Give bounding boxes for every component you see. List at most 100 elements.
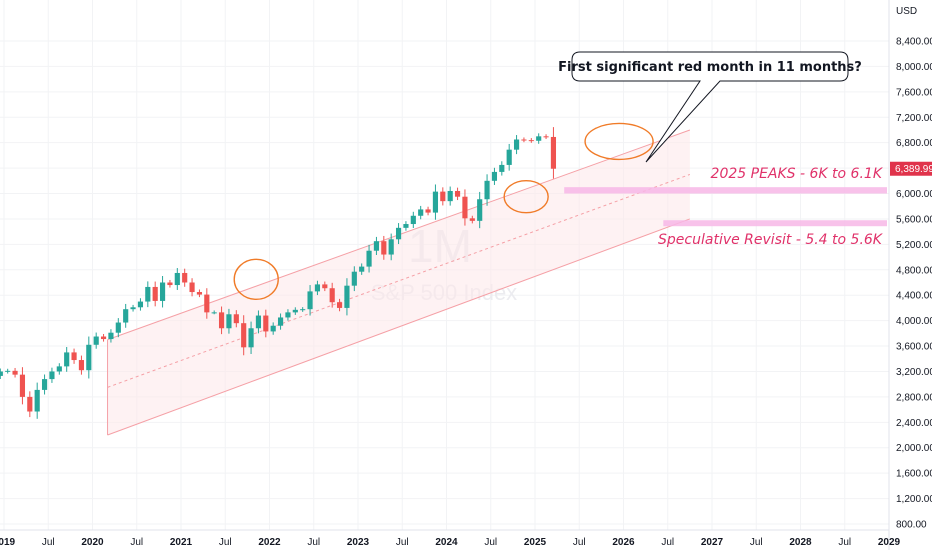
candle-body: [93, 336, 99, 345]
candle-body: [425, 209, 431, 213]
candle-body: [12, 370, 18, 375]
time-tick-label: 2027: [701, 537, 724, 548]
candle: [373, 236, 380, 256]
price-tick-label: 3,600.00: [896, 342, 932, 353]
candle: [351, 266, 357, 292]
candle-body: [403, 224, 409, 228]
price-tick-label: 6,000.00: [896, 189, 932, 200]
candle: [440, 187, 446, 206]
candle-body: [152, 286, 158, 301]
candle-body: [484, 180, 490, 200]
time-tick-label: Jul: [661, 537, 674, 548]
candle: [159, 275, 166, 308]
price-tick-label: 2,000.00: [896, 443, 932, 454]
candle-body: [182, 272, 188, 283]
candle-body: [123, 309, 129, 323]
time-tick-label: Jul: [130, 537, 143, 548]
price-tick-label: 7,200.00: [896, 113, 932, 124]
candle-body: [418, 209, 424, 216]
candle: [484, 174, 490, 206]
candle-body: [366, 250, 372, 267]
candle-body: [78, 360, 85, 371]
candle-body: [255, 315, 262, 329]
candle: [277, 313, 284, 330]
candle: [499, 161, 505, 176]
time-tick-label: 2023: [347, 537, 370, 548]
highlight-circle: [503, 180, 549, 214]
candle-body: [550, 136, 557, 169]
time-tick-label: 2020: [81, 537, 104, 548]
candle-body: [241, 323, 247, 348]
time-tick-label: Jul: [42, 537, 55, 548]
price-tick-label: 5,600.00: [896, 214, 932, 225]
support-zones: [564, 187, 887, 227]
price-tick-label: 4,800.00: [896, 265, 932, 276]
candle-body: [108, 332, 114, 340]
candle: [226, 308, 232, 334]
candle-body: [543, 136, 549, 138]
currency-label: USD: [896, 6, 917, 17]
candle-body: [0, 371, 3, 376]
price-axis[interactable]: 800.00 1,200.00 1,600.00 2,000.00 2,400.00 2,…: [896, 37, 932, 531]
candle-body: [395, 227, 402, 240]
candle: [314, 280, 321, 296]
time-tick-label: 2025: [524, 537, 547, 548]
price-tick-label: 4,000.00: [896, 316, 932, 327]
candle-body: [373, 241, 380, 251]
candle-body: [521, 139, 527, 141]
time-tick-label: Jul: [396, 537, 409, 548]
candle: [137, 298, 144, 311]
revisit-annotation: Speculative Revisit - 5.4 to 5.6K: [658, 232, 884, 248]
candles: [0, 127, 557, 419]
candle: [403, 221, 409, 231]
candle: [255, 310, 262, 334]
candle: [536, 133, 542, 144]
candle-body: [5, 370, 11, 372]
candle: [93, 332, 99, 349]
time-tick-label: Jul: [307, 537, 320, 548]
candle: [123, 303, 129, 328]
channel-lower-line: [107, 218, 691, 436]
candle: [182, 268, 188, 287]
channel-mid-line: [107, 173, 691, 388]
candle: [285, 309, 291, 321]
time-axis[interactable]: 2019 Jul 2020 Jul 2021 Jul 2022 Jul 2023 Jul 2024 J…: [0, 537, 901, 548]
candle-body: [27, 396, 33, 412]
candle: [218, 306, 225, 335]
candle: [233, 310, 239, 328]
time-tick-label: Jul: [838, 537, 851, 548]
candle: [425, 206, 431, 216]
candle: [307, 285, 313, 316]
time-tick-label: Jul: [750, 537, 763, 548]
candle-body: [447, 190, 453, 202]
price-tick-label: 1,600.00: [896, 469, 932, 480]
candle-body: [218, 312, 225, 329]
candle: [477, 191, 483, 229]
candle-body: [137, 301, 144, 308]
candle-body: [100, 336, 107, 340]
candle-body: [292, 309, 298, 313]
price-tick-label: 6,800.00: [896, 138, 932, 149]
candle-body: [167, 282, 173, 286]
time-tick-label: 2026: [612, 537, 635, 548]
highlight-circle: [233, 258, 279, 301]
candle-body: [115, 322, 121, 333]
candle: [196, 289, 203, 298]
candle: [41, 374, 48, 395]
candle: [241, 315, 247, 356]
candle-body: [248, 328, 254, 348]
channel-fill: [107, 129, 690, 436]
candle-body: [270, 325, 276, 332]
candle-body: [285, 312, 291, 318]
price-tick-label: 8,000.00: [896, 62, 932, 73]
price-channel: [107, 129, 691, 436]
candle: [64, 347, 70, 372]
candle: [12, 367, 18, 378]
candle: [152, 281, 158, 307]
candle: [395, 223, 402, 245]
time-tick-label: Jul: [484, 537, 497, 548]
candle-body: [41, 379, 48, 390]
last-price-tag: 6,389.99: [890, 161, 932, 176]
candle-body: [64, 352, 70, 367]
